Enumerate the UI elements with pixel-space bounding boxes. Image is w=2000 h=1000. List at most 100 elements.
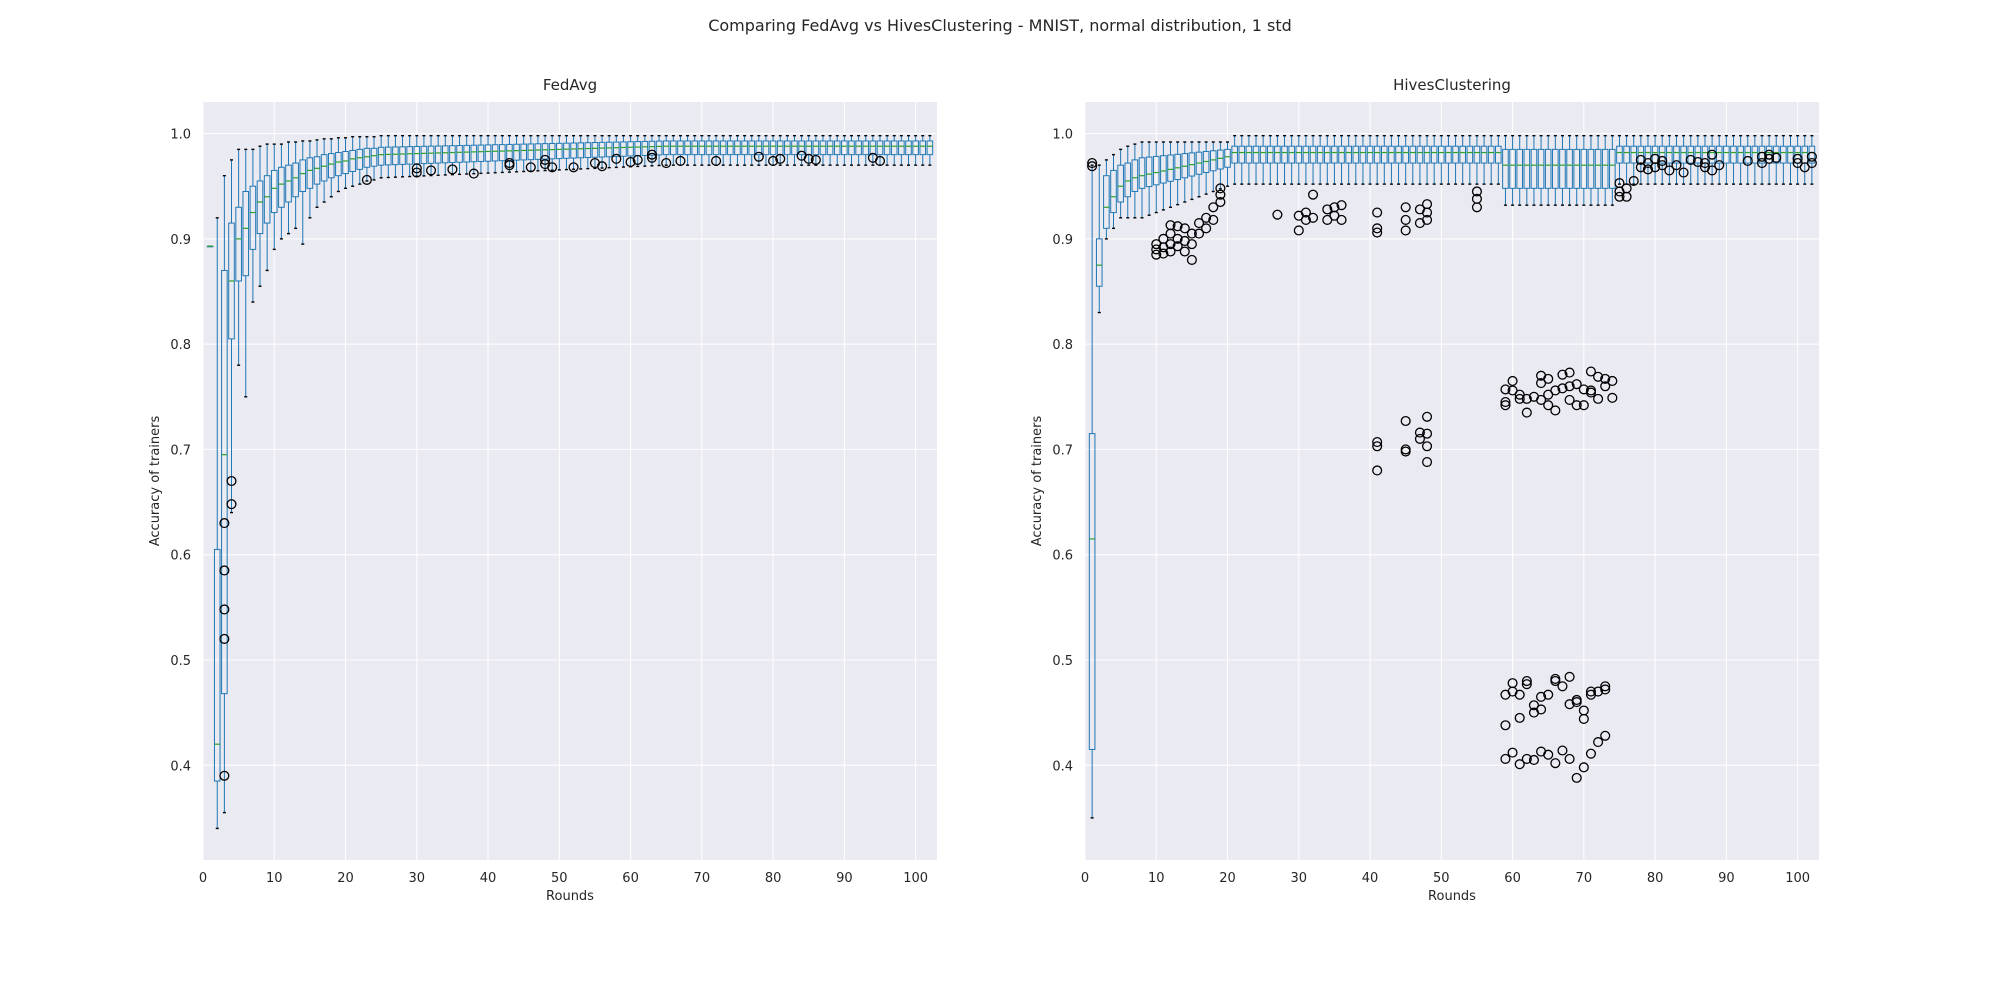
chart1-box-round-48-box — [541, 143, 549, 160]
chart1-box-round-47-box — [534, 143, 542, 160]
chart1-outlier — [425, 165, 437, 176]
chart2-outlier — [1500, 384, 1511, 395]
chart1-box-round-81-box — [776, 140, 784, 156]
chart1-box-round-23-box — [363, 147, 371, 168]
chart2-outlier — [1329, 202, 1340, 213]
chart1-box-round-45-box — [520, 143, 527, 161]
chart2-outlier — [1165, 239, 1176, 250]
chart2-box-round-24-box — [1252, 145, 1260, 164]
chart1-box-round-77-box — [748, 140, 756, 156]
chart2-box-round-49-box — [1430, 145, 1438, 164]
chart2-outlier — [1422, 428, 1433, 439]
chart2-xtick-label: 90 — [1718, 871, 1735, 886]
chart2-ytick-label: 1.0 — [1052, 128, 1073, 143]
chart2-box-round-13-box — [1174, 153, 1181, 181]
chart2-ylabel: Accuracy of trainers — [1030, 416, 1045, 547]
chart1-outlier — [632, 154, 643, 165]
chart2-box-round-80-box — [1651, 145, 1659, 164]
chart1-ytick-label: 0.4 — [170, 759, 191, 774]
chart1-outlier — [768, 155, 779, 167]
chart2-box-round-82-box — [1666, 145, 1673, 164]
chart2-box-round-84-box — [1680, 145, 1687, 164]
chart1-box-round-22-box — [356, 148, 364, 170]
chart1-xtick-label: 100 — [903, 871, 928, 886]
chart1-box-round-90-box — [841, 140, 848, 156]
chart2-outlier — [1500, 396, 1511, 408]
chart2-outlier — [1372, 227, 1383, 238]
chart2-outlier — [1336, 200, 1347, 211]
chart1-xlabel: Rounds — [546, 889, 594, 904]
chart2-outlier — [1564, 753, 1575, 764]
chart2-box-round-61-box — [1516, 148, 1523, 189]
chart2-box-round-66-box — [1552, 148, 1559, 189]
chart2-outlier — [1564, 699, 1575, 710]
chart1-box-round-13-box — [292, 162, 299, 198]
chart2-outlier — [1186, 254, 1197, 265]
chart1-box-round-79-box — [762, 140, 770, 156]
chart2-outlier — [1471, 186, 1482, 197]
chart2-outlier — [1372, 441, 1383, 452]
chart2-outlier — [1158, 233, 1169, 244]
chart2-ytick-label: 0.6 — [1052, 549, 1073, 564]
chart2-outlier — [1564, 367, 1575, 378]
chart2-outlier — [1550, 675, 1561, 687]
chart2-outlier — [1742, 155, 1753, 167]
chart1-outlier — [219, 565, 230, 576]
chart1-outlier — [753, 151, 764, 162]
chart2-outlier — [1514, 393, 1525, 404]
chart2-plot-area — [1085, 102, 1819, 860]
chart2-outlier — [1650, 162, 1661, 173]
chart2-outlier — [1528, 754, 1540, 766]
chart2-outlier — [1536, 394, 1547, 405]
chart1-box-round-3-box — [221, 269, 228, 695]
chart1-box-round-70-box — [698, 140, 706, 156]
chart1-box-round-35-box — [449, 145, 456, 164]
chart2-outlier — [1764, 153, 1775, 164]
chart2-outlier — [1536, 691, 1547, 702]
chart2-box-round-98-box — [1780, 145, 1787, 164]
chart2-outlier — [1414, 427, 1425, 438]
chart1-box-round-89-box — [833, 140, 841, 156]
chart2-box-round-87-box — [1701, 145, 1709, 164]
chart2-outlier — [1471, 193, 1482, 204]
chart2-box-round-42-box — [1381, 145, 1388, 164]
chart2-box-round-67-box — [1559, 148, 1566, 189]
chart2-box-round-100-box — [1794, 145, 1801, 164]
chart2-ytick-label: 0.7 — [1052, 443, 1073, 458]
chart1-box-round-30-box — [413, 145, 421, 165]
chart2-box-round-27-box — [1274, 145, 1281, 164]
chart1-ytick-label: 0.7 — [170, 443, 191, 458]
chart1-box-round-40-box — [484, 144, 492, 162]
chart2-outlier — [1414, 218, 1425, 229]
chart1-box-round-74-box — [727, 140, 734, 156]
chart1-outlier — [468, 168, 479, 179]
chart1-outlier — [219, 770, 230, 781]
chart1-outlier — [625, 156, 636, 168]
chart2-outlier — [1657, 155, 1668, 167]
chart1-outlier — [874, 155, 886, 167]
chart2-box-round-15-box — [1188, 152, 1196, 177]
chart2-outlier — [1158, 242, 1169, 253]
chart2-outlier — [1536, 704, 1547, 715]
chart1-box-round-98-box — [898, 140, 905, 156]
chart2-outlier — [1771, 152, 1782, 163]
chart2-outlier — [1642, 164, 1654, 175]
chart2-box-round-29-box — [1288, 145, 1295, 164]
chart1-outlier — [504, 158, 515, 169]
chart1-xtick-label: 60 — [622, 871, 639, 886]
chart2-box-round-50-box — [1438, 145, 1445, 164]
chart2-outlier — [1550, 405, 1561, 416]
chart2-outlier — [1699, 158, 1711, 169]
chart1-box-round-91-box — [848, 140, 855, 156]
chart1-box-round-46-box — [527, 143, 535, 161]
chart2-box-round-65-box — [1544, 148, 1552, 189]
chart1-outlier — [219, 633, 230, 644]
chart2-box-round-37-box — [1345, 145, 1352, 164]
chart1-box-round-82-box — [784, 140, 791, 156]
chart2-outlier — [1571, 694, 1582, 706]
chart1-box-round-39-box — [477, 144, 485, 162]
chart2-outlier — [1322, 204, 1333, 215]
chart1-outlier — [810, 154, 821, 165]
chart2-outlier — [1600, 373, 1611, 384]
